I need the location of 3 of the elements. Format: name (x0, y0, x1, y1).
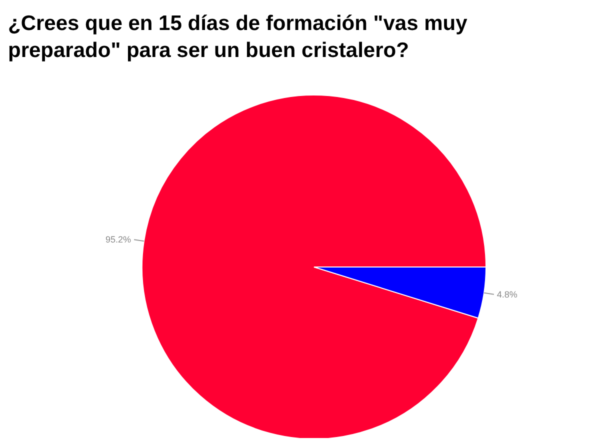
data-label: 4.8% (496, 289, 518, 300)
chart-title: ¿Crees que en 15 días de formación "vas muy preparado" para ser un buen cristalero? (8, 11, 468, 64)
data-label: 95.2% (106, 234, 132, 245)
